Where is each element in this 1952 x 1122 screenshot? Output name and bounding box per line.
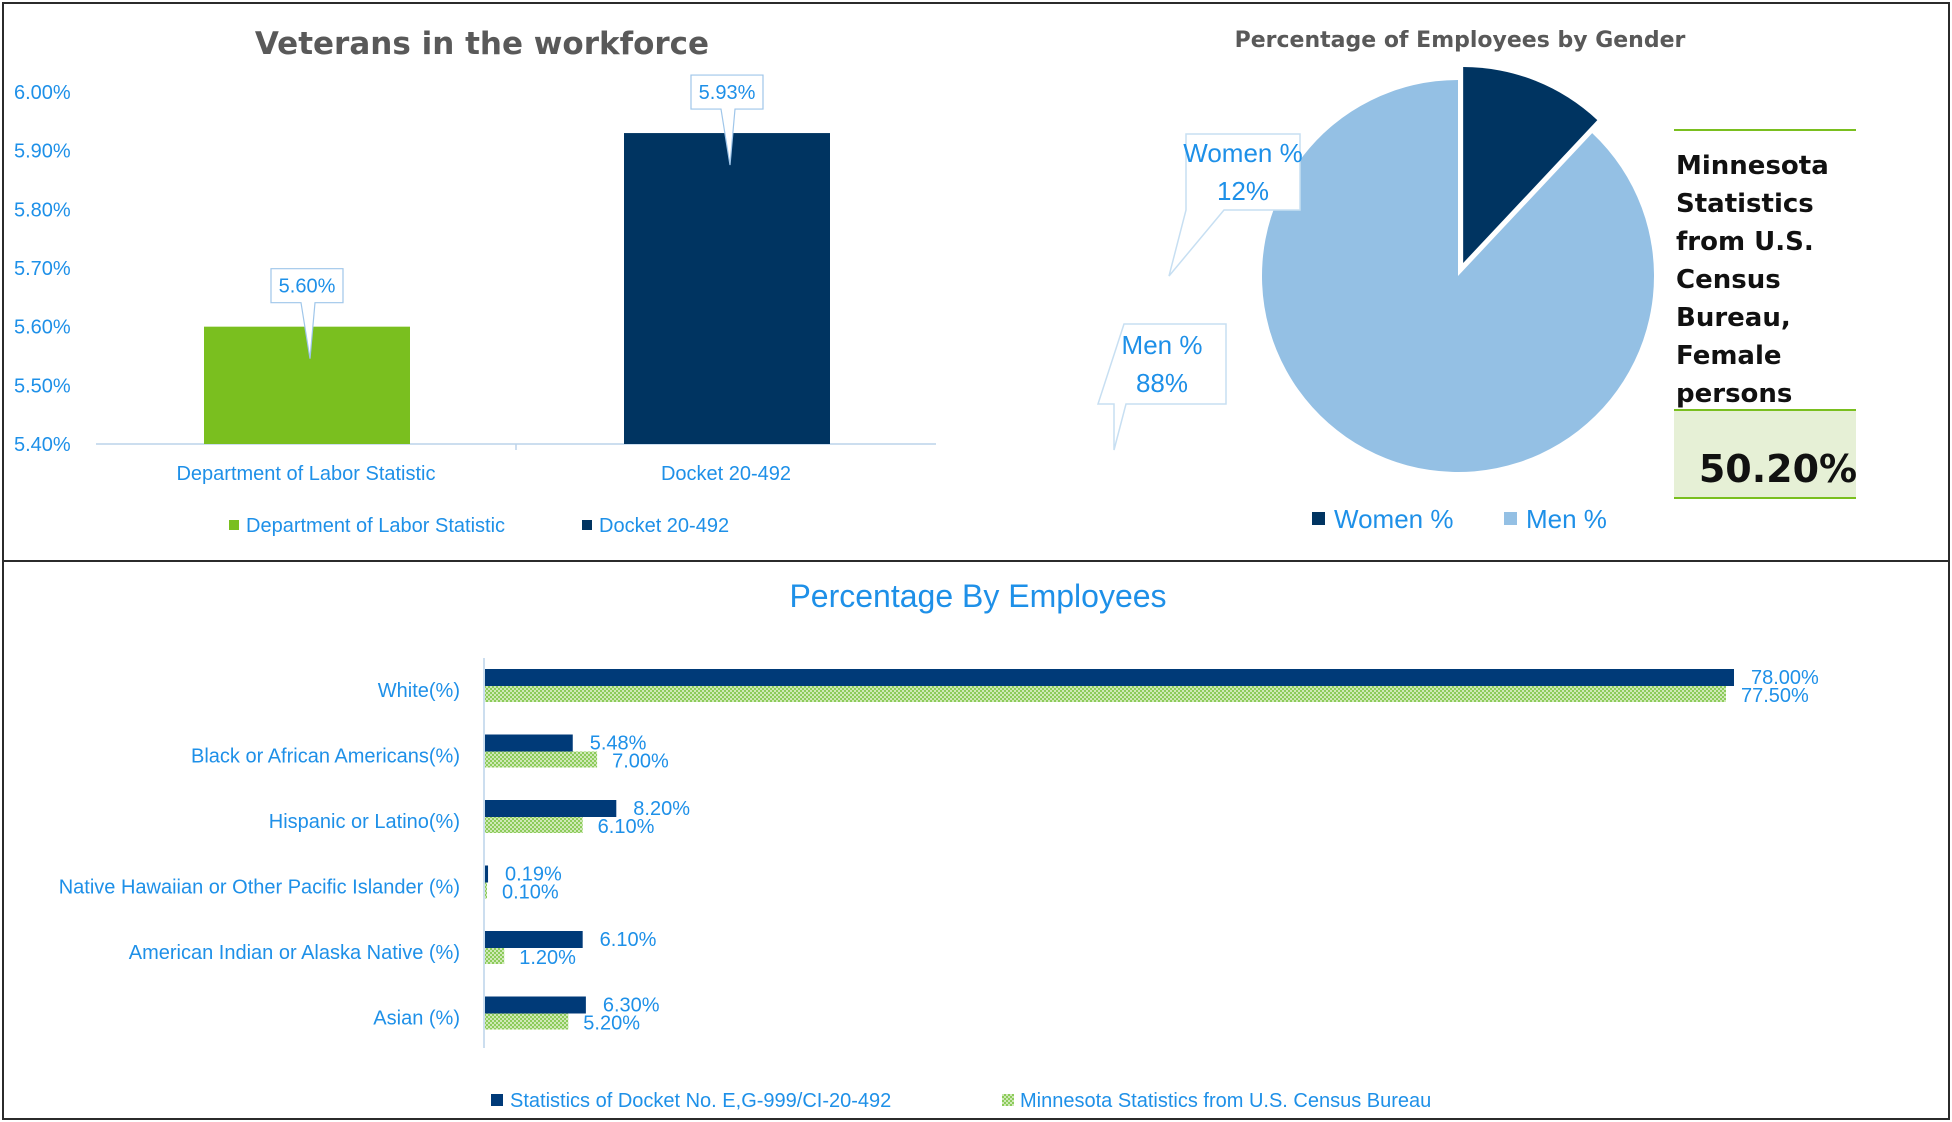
veterans-chart-title: Veterans in the workforce: [255, 26, 709, 62]
x-tick-label: Department of Labor Statistic: [176, 463, 435, 485]
pie-slice: [1262, 80, 1654, 473]
data-label: 0.10%: [502, 882, 559, 904]
data-label: 6.10%: [600, 929, 657, 951]
legend-label: Department of Labor Statistic: [246, 515, 505, 537]
side-box-line: Bureau,: [1676, 303, 1791, 333]
category-label: American Indian or Alaska Native (%): [129, 942, 460, 964]
data-label-callout: [270, 268, 344, 359]
men-callout: Men % 88%: [1096, 323, 1227, 451]
bar-docket: [485, 996, 586, 1014]
employees-chart: Percentage By Employees White(%) 78.00%77…: [59, 578, 1819, 1112]
gender-chart: Percentage of Employees by Gender Women …: [1096, 28, 1857, 534]
gender-chart-title: Percentage of Employees by Gender: [1235, 28, 1686, 53]
pie-slice: [1463, 66, 1598, 263]
bar: [624, 133, 830, 445]
gender-chart-panel: Percentage of Employees by Gender Women …: [964, 2, 1950, 562]
category-label: Black or African Americans(%): [191, 746, 460, 768]
data-label: 8.20%: [633, 798, 690, 820]
men-callout-name: Men %: [1122, 330, 1203, 360]
legend-label: Docket 20-492: [599, 515, 729, 537]
data-label: 5.48%: [590, 733, 647, 755]
y-tick-label: 5.60%: [14, 317, 71, 339]
side-box-line: from U.S.: [1676, 227, 1814, 257]
side-box-value-bg: [1674, 410, 1856, 498]
data-label: 6.10%: [598, 816, 655, 838]
women-callout-value: 12%: [1217, 176, 1269, 206]
bar-census: [485, 1013, 569, 1030]
bar-docket: [485, 669, 1734, 686]
legend-label: Minnesota Statistics from U.S. Census Bu…: [1020, 1090, 1431, 1112]
side-box-line: Statistics: [1676, 189, 1814, 219]
legend-label: Statistics of Docket No. E,G-999/CI-20-4…: [510, 1090, 891, 1112]
employees-chart-panel: Percentage By Employees White(%) 78.00% 77…: [2, 560, 1950, 1120]
legend-swatch-women: [1312, 512, 1325, 525]
category-label: Asian (%): [373, 1008, 460, 1030]
employees-chart-title: Percentage By Employees: [789, 578, 1166, 614]
data-label: 77.50%: [1741, 685, 1809, 707]
y-tick-label: 5.70%: [14, 258, 71, 280]
data-label: 0.19%: [505, 864, 562, 886]
bar-census: [485, 751, 598, 768]
bar-census: [485, 948, 505, 964]
data-label: 5.60%: [279, 276, 336, 298]
veterans-chart-panel: Veterans in the workforce 5.40% 5.50% 5.60…: [2, 2, 966, 562]
side-box-line: Female: [1676, 341, 1782, 371]
bar-docket: [485, 734, 573, 752]
data-label: 7.00%: [612, 751, 669, 773]
women-callout-name: Women %: [1183, 138, 1302, 168]
legend-swatch-docket: [491, 1094, 503, 1106]
bar-docket: [485, 931, 583, 948]
bar-docket: [485, 800, 617, 817]
women-callout: Women % 12%: [1168, 133, 1303, 277]
side-box-value: 50.20%: [1699, 447, 1857, 491]
men-callout-value: 88%: [1136, 368, 1188, 398]
data-label: 1.20%: [519, 947, 576, 969]
category-label: Native Hawaiian or Other Pacific Islande…: [59, 877, 460, 899]
legend-swatch-census: [1002, 1094, 1014, 1106]
legend-swatch-green: [229, 520, 239, 530]
y-tick-label: 5.50%: [14, 375, 71, 397]
side-box-text: Minnesota Statistics from U.S. Census Bureau…: [1676, 151, 1829, 409]
data-label: 5.93%: [699, 82, 756, 104]
x-tick-label: Docket 20-492: [661, 463, 791, 485]
category-label: White(%): [378, 680, 460, 702]
y-tick-label: 5.80%: [14, 199, 71, 221]
bar-census: [485, 817, 583, 833]
bar-docket: [485, 865, 489, 883]
y-tick-label: 6.00%: [14, 82, 71, 104]
legend-swatch-navy: [582, 520, 592, 530]
category-label: Hispanic or Latino(%): [269, 811, 460, 833]
side-box-line: Minnesota: [1676, 151, 1829, 181]
bar: [204, 326, 410, 444]
data-label: 78.00%: [1751, 667, 1819, 689]
data-label: 5.20%: [583, 1013, 640, 1035]
data-label-callout: [690, 74, 764, 166]
bar-census: [485, 882, 487, 899]
legend-label: Women %: [1334, 504, 1453, 534]
side-box-line: Census: [1676, 265, 1781, 295]
legend-label: Men %: [1526, 504, 1607, 534]
y-tick-label: 5.40%: [14, 434, 71, 456]
data-label: 6.30%: [603, 995, 660, 1017]
side-box-line: persons: [1676, 379, 1792, 409]
y-tick-label: 5.90%: [14, 141, 71, 163]
bar-census: [485, 686, 1726, 702]
legend-swatch-men: [1504, 512, 1517, 525]
veterans-chart: Veterans in the workforce 5.40% 5.50% 5.60…: [14, 26, 936, 537]
